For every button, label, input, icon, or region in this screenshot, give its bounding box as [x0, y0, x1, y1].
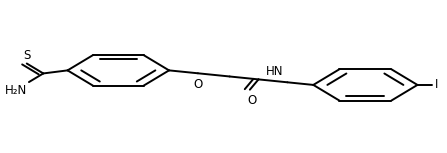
Text: H₂N: H₂N — [4, 84, 27, 97]
Text: I: I — [435, 78, 439, 91]
Text: HN: HN — [266, 65, 283, 78]
Text: O: O — [248, 93, 257, 106]
Text: O: O — [193, 78, 202, 91]
Text: S: S — [23, 49, 30, 62]
